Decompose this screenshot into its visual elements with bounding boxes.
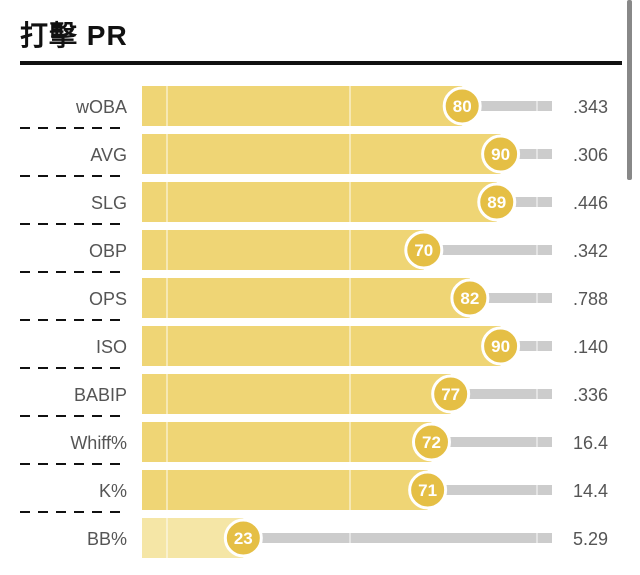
percentile-circle [408, 470, 448, 510]
category-label: wOBA [75, 97, 127, 117]
bar-row: 23 BB% 5.29 [20, 511, 608, 558]
percentile-circle [481, 326, 521, 366]
percentile-label: 82 [460, 289, 479, 308]
category-label: BABIP [74, 385, 127, 405]
category-label: OPS [89, 289, 127, 309]
bar-row: 89 SLG .446 [20, 175, 608, 222]
track-bar [500, 341, 552, 351]
percentile-bar [142, 278, 470, 318]
percentile-label: 70 [414, 241, 433, 260]
percentile-bar [142, 470, 428, 510]
percentile-circle [481, 134, 521, 174]
stat-value: 5.29 [573, 529, 608, 549]
bar-row: 77 BABIP .336 [20, 367, 608, 414]
stat-value: .306 [573, 145, 608, 165]
percentile-bar [142, 86, 463, 126]
stat-value: .343 [573, 97, 608, 117]
category-label: BB% [87, 529, 127, 549]
percentile-bar [142, 422, 432, 462]
category-label: AVG [90, 145, 127, 165]
track-bar [431, 437, 552, 447]
category-label: Whiff% [70, 433, 127, 453]
bar-row: 72 Whiff% 16.4 [20, 415, 608, 462]
percentile-label: 90 [491, 337, 510, 356]
track-bar [469, 293, 552, 303]
stat-value: 16.4 [573, 433, 608, 453]
track-bar [496, 197, 552, 207]
percentile-bar [142, 374, 451, 414]
track-bar [462, 101, 552, 111]
track-bar [423, 245, 552, 255]
percentile-circle [477, 182, 517, 222]
scrollbar[interactable] [627, 0, 632, 180]
category-label: ISO [96, 337, 127, 357]
category-label: K% [99, 481, 127, 501]
percentile-circle [450, 278, 490, 318]
category-label: OBP [89, 241, 127, 261]
percentile-circle [442, 86, 482, 126]
bar-row: 90 ISO .140 [20, 319, 608, 366]
percentile-label: 90 [491, 145, 510, 164]
page-title: 打擊 PR [20, 20, 128, 51]
percentile-bar [142, 326, 501, 366]
bar-row: 80 wOBA .343 [75, 86, 608, 126]
track-bar [427, 485, 552, 495]
percentile-label: 77 [441, 385, 460, 404]
bar-row: 82 OPS .788 [20, 271, 608, 318]
bar-row: 70 OBP .342 [20, 223, 608, 270]
bar-row: 71 K% 14.4 [20, 463, 608, 510]
stat-value: .140 [573, 337, 608, 357]
percentile-circle [411, 422, 451, 462]
percentile-circle [431, 374, 471, 414]
percentile-bar [142, 134, 501, 174]
stat-value: .336 [573, 385, 608, 405]
title-rule [20, 61, 622, 65]
stat-value: 14.4 [573, 481, 608, 501]
percentile-circle [404, 230, 444, 270]
percentile-label: 23 [234, 529, 253, 548]
category-label: SLG [91, 193, 127, 213]
percentile-circle [223, 518, 263, 558]
stat-value: .342 [573, 241, 608, 261]
track-bar [243, 533, 552, 543]
percentile-label: 72 [422, 433, 441, 452]
percentile-bar [142, 230, 424, 270]
track-bar [500, 149, 552, 159]
bar-row: 90 AVG .306 [20, 127, 608, 174]
track-bar [450, 389, 552, 399]
percentile-label: 89 [487, 193, 506, 212]
percentile-bar [142, 182, 497, 222]
percentile-label: 80 [453, 97, 472, 116]
percentile-label: 71 [418, 481, 437, 500]
stat-value: .446 [573, 193, 608, 213]
stat-value: .788 [573, 289, 608, 309]
